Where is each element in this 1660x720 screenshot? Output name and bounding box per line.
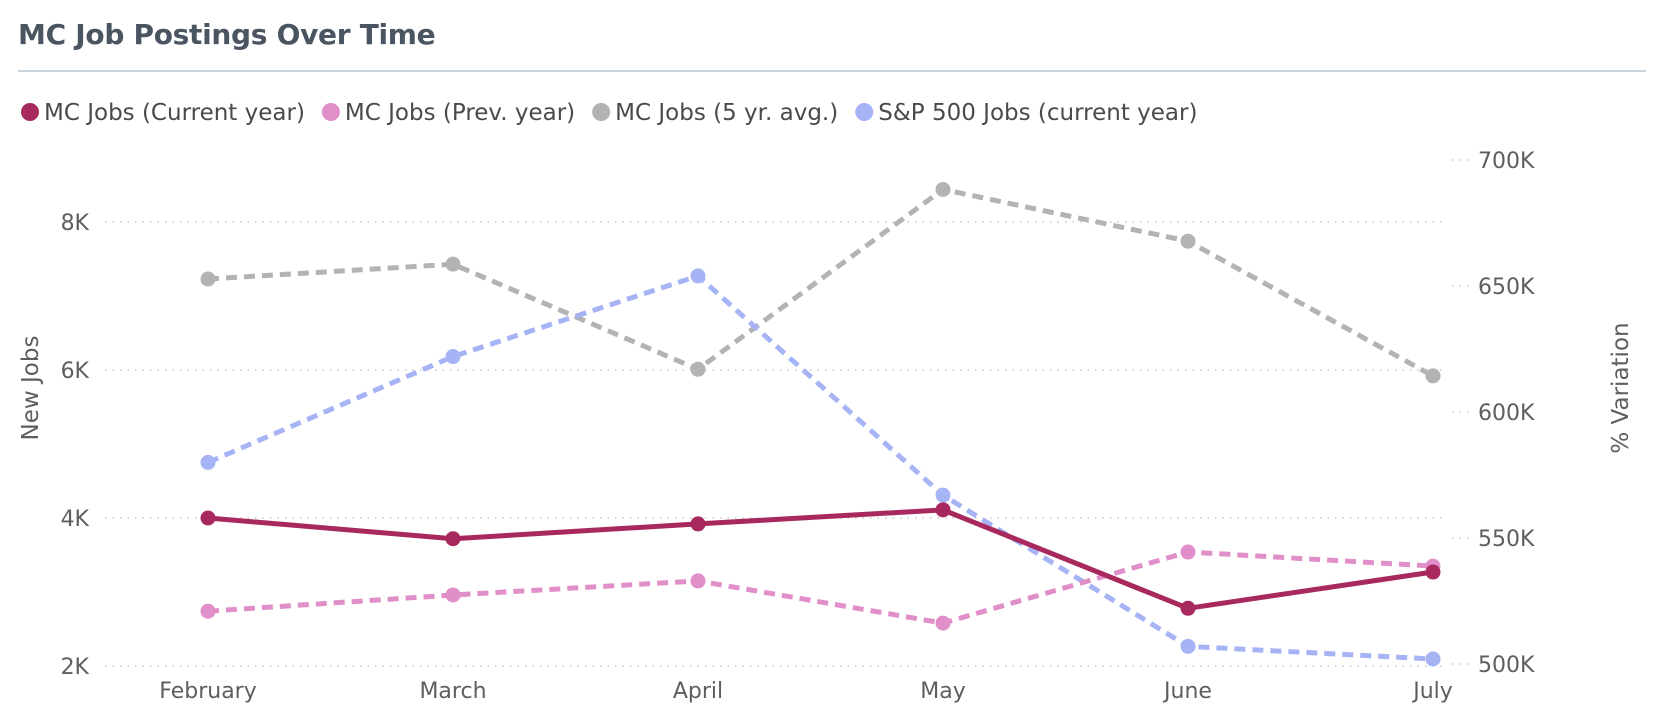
data-point[interactable]: [1180, 600, 1196, 616]
chart-title: MC Job Postings Over Time: [18, 18, 436, 51]
legend-marker: [21, 103, 39, 121]
data-point[interactable]: [445, 256, 461, 272]
legend-label: MC Jobs (Prev. year): [345, 100, 575, 126]
data-point[interactable]: [1425, 651, 1441, 667]
data-point[interactable]: [690, 268, 706, 284]
x-tick-label: July: [1411, 679, 1453, 704]
data-point[interactable]: [1180, 638, 1196, 654]
data-point[interactable]: [1180, 544, 1196, 560]
y-left-tick-label: 8K: [61, 211, 90, 236]
y-right-tick-label: 700K: [1478, 149, 1535, 174]
data-point[interactable]: [935, 502, 951, 518]
data-point[interactable]: [1425, 368, 1441, 384]
data-point[interactable]: [935, 181, 951, 197]
y-right-tick-label: 550K: [1478, 527, 1535, 552]
legend-label: MC Jobs (Current year): [44, 100, 305, 126]
y-right-tick-label: 500K: [1478, 653, 1535, 678]
series-1: [200, 544, 1441, 631]
legend-item-1[interactable]: MC Jobs (Prev. year): [321, 100, 575, 126]
y-axis-left-title: New Jobs: [18, 336, 44, 441]
y-axis-right-title: % Variation: [1608, 322, 1634, 453]
x-tick-label: May: [920, 679, 965, 704]
series-line: [207, 186, 1435, 379]
series-line: [207, 507, 1434, 611]
series-line: [207, 549, 1434, 626]
data-point[interactable]: [690, 516, 706, 532]
data-point[interactable]: [445, 531, 461, 547]
x-axis: February March April May June July: [159, 679, 1453, 704]
x-tick-label: June: [1162, 679, 1212, 704]
title-divider: [18, 70, 1646, 72]
data-point[interactable]: [935, 487, 951, 503]
data-point[interactable]: [690, 361, 706, 377]
y-axis-left: 2K 4K 6K 8K: [61, 211, 90, 680]
x-tick-label: February: [159, 679, 257, 704]
legend-marker: [855, 103, 874, 121]
x-tick-label: March: [419, 679, 486, 704]
data-point[interactable]: [200, 510, 216, 526]
series-layer: [200, 181, 1441, 667]
data-point[interactable]: [200, 271, 216, 287]
y-right-tick-label: 600K: [1478, 401, 1535, 426]
y-axis-right: 500K 550K 600K 650K 700K: [1452, 149, 1535, 678]
data-point[interactable]: [935, 615, 951, 631]
data-point[interactable]: [445, 349, 461, 365]
y-left-tick-label: 6K: [61, 359, 90, 384]
series-0: [200, 502, 1441, 616]
series-3: [200, 268, 1441, 667]
data-point[interactable]: [445, 587, 461, 603]
legend-label: S&P 500 Jobs (current year): [878, 100, 1197, 126]
legend-item-0[interactable]: MC Jobs (Current year): [21, 100, 305, 126]
data-point[interactable]: [1425, 564, 1441, 580]
data-point[interactable]: [1180, 233, 1196, 249]
legend-item-3[interactable]: S&P 500 Jobs (current year): [855, 100, 1197, 126]
legend-marker: [321, 103, 340, 121]
legend-marker: [592, 103, 611, 121]
x-tick-label: April: [673, 679, 723, 704]
data-point[interactable]: [690, 573, 706, 589]
legend-label: MC Jobs (5 yr. avg.): [615, 100, 838, 126]
y-left-tick-label: 2K: [61, 655, 90, 680]
series-2: [200, 181, 1441, 384]
legend-item-2[interactable]: MC Jobs (5 yr. avg.): [592, 100, 838, 126]
y-right-tick-label: 650K: [1478, 275, 1535, 300]
data-point[interactable]: [200, 454, 216, 470]
series-line: [207, 273, 1434, 662]
y-left-tick-label: 4K: [61, 507, 90, 532]
data-point[interactable]: [200, 603, 216, 619]
legend: MC Jobs (Current year) MC Jobs (Prev. yea…: [21, 100, 1197, 126]
